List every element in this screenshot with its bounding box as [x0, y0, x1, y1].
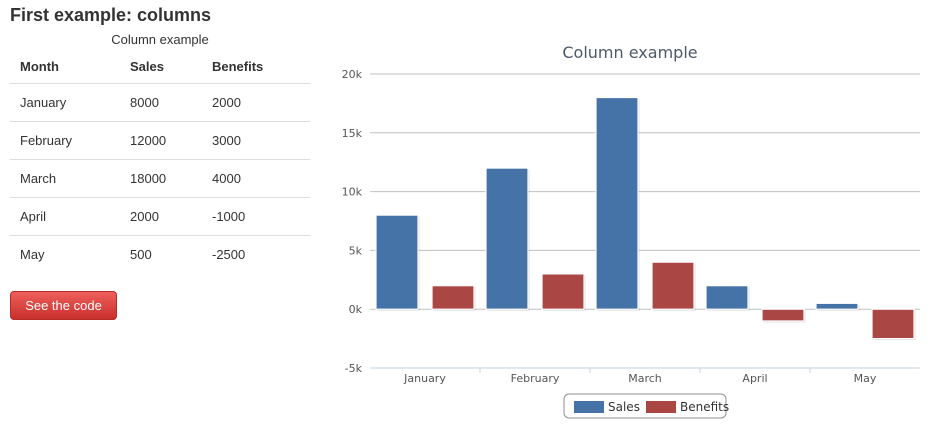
table-row: February 12000 3000	[10, 121, 310, 160]
x-tick-label: January	[403, 372, 446, 385]
table-cell-benefits: -1000	[202, 197, 310, 236]
sales-bar	[375, 214, 419, 310]
table-cell-month: May	[10, 235, 120, 273]
x-tick-label: April	[742, 372, 767, 385]
table-cell-month: January	[10, 83, 120, 122]
benefits-bar	[541, 273, 585, 310]
chart-bars	[375, 96, 916, 341]
legend-box	[563, 393, 727, 419]
table-header-row: Month Sales Benefits	[10, 50, 310, 84]
legend-label: Benefits	[680, 400, 729, 414]
table-caption: Column example	[111, 32, 209, 47]
page-title: First example: columns	[10, 5, 212, 25]
legend-swatch	[646, 401, 676, 413]
chart-gridlines	[370, 73, 920, 369]
benefits-bar	[651, 261, 695, 310]
table-row: January 8000 2000	[10, 83, 310, 122]
table-cell-month: April	[10, 197, 120, 236]
table-row: March 18000 4000	[10, 159, 310, 198]
y-tick-label: 0k	[349, 303, 363, 316]
table-cell-month: March	[10, 159, 120, 198]
header-sales: Sales	[120, 50, 202, 84]
legend-label: Sales	[608, 400, 640, 414]
column-chart: 20k 15k 10k 5k 0k -5k January February March Apri…	[342, 43, 920, 419]
y-tick-label: 5k	[349, 244, 363, 257]
y-tick-label: -5k	[345, 362, 363, 375]
chart-axes: 20k 15k 10k 5k 0k -5k January February March Apri…	[342, 68, 920, 385]
data-table-panel: Column example Month Sales Benefits Janu…	[10, 30, 310, 273]
y-tick-label: 20k	[342, 68, 363, 81]
table-cell-benefits: 4000	[202, 159, 310, 198]
table-cell-sales: 12000	[120, 121, 202, 160]
table-cell-benefits: -2500	[202, 235, 310, 273]
table-cell-benefits: 2000	[202, 83, 310, 122]
x-tick-label: February	[511, 372, 560, 385]
legend-swatch	[574, 401, 604, 413]
table-cell-sales: 18000	[120, 159, 202, 198]
y-tick-label: 15k	[342, 127, 363, 140]
table-cell-sales: 500	[120, 235, 202, 273]
x-tick-label: March	[628, 372, 662, 385]
table-cell-sales: 8000	[120, 83, 202, 122]
sales-bar	[485, 167, 529, 310]
benefits-bar	[871, 308, 915, 340]
header-benefits: Benefits	[202, 50, 310, 84]
sales-bar	[595, 96, 639, 310]
table-row: May 500 -2500	[10, 235, 310, 273]
x-tick-label: May	[854, 372, 877, 385]
chart-legend: Sales Benefits	[563, 393, 729, 419]
sales-bar	[705, 285, 749, 310]
data-table: Month Sales Benefits January 8000 2000 F…	[10, 50, 310, 273]
table-cell-benefits: 3000	[202, 121, 310, 160]
benefits-bar	[431, 285, 475, 310]
chart-title: Column example	[562, 43, 697, 62]
table-cell-month: February	[10, 121, 120, 160]
table-cell-sales: 2000	[120, 197, 202, 236]
table-row: April 2000 -1000	[10, 197, 310, 236]
benefits-bar	[761, 308, 805, 322]
y-tick-label: 10k	[342, 186, 363, 199]
see-code-button[interactable]: See the code	[10, 291, 117, 320]
header-month: Month	[10, 50, 120, 84]
sales-bar	[815, 302, 859, 310]
